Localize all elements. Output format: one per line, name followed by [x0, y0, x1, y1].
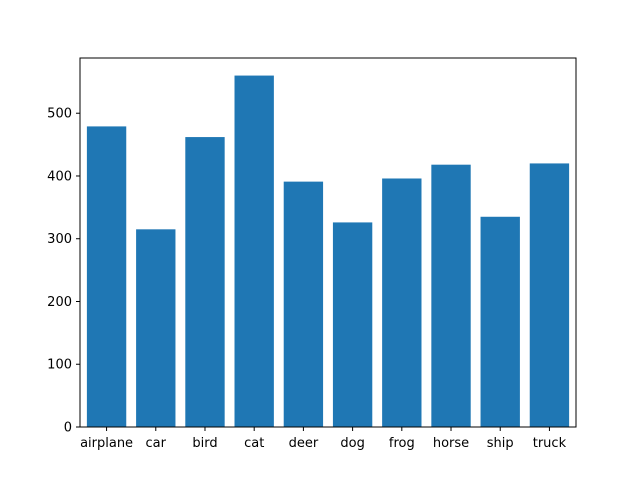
x-tick-label-truck: truck — [533, 436, 567, 451]
bar-frog — [382, 178, 422, 427]
y-tick-label-100: 100 — [47, 358, 72, 373]
x-tick-label-cat: cat — [244, 436, 264, 451]
x-tick-label-airplane: airplane — [80, 436, 133, 451]
y-tick-label-0: 0 — [64, 421, 72, 436]
y-tick-label-400: 400 — [47, 169, 72, 184]
x-tick-label-deer: deer — [289, 436, 319, 451]
x-tick-label-ship: ship — [487, 436, 514, 451]
bars-group — [86, 75, 570, 428]
y-tick-label-300: 300 — [47, 232, 72, 247]
y-tick-label-200: 200 — [47, 295, 72, 310]
y-axis: 0 100 200 300 400 500 — [47, 107, 80, 436]
x-tick-label-dog: dog — [340, 436, 364, 451]
bar-dog — [332, 222, 373, 427]
bar-deer — [283, 181, 324, 427]
bar-bird — [185, 137, 225, 428]
bar-cat — [234, 75, 274, 428]
bar-horse — [431, 164, 471, 428]
x-axis: airplane car bird cat deer dog frog horse ship tr… — [80, 427, 567, 451]
plot-frame — [79, 57, 577, 428]
bar-ship — [480, 216, 520, 427]
bar-car — [136, 229, 176, 427]
x-tick-label-bird: bird — [192, 436, 217, 451]
x-tick-label-frog: frog — [389, 436, 415, 451]
y-tick-label-500: 500 — [47, 107, 72, 122]
bar-truck — [529, 163, 570, 427]
bar-airplane — [86, 126, 127, 427]
x-tick-label-horse: horse — [433, 436, 469, 451]
x-tick-label-car: car — [146, 436, 167, 451]
